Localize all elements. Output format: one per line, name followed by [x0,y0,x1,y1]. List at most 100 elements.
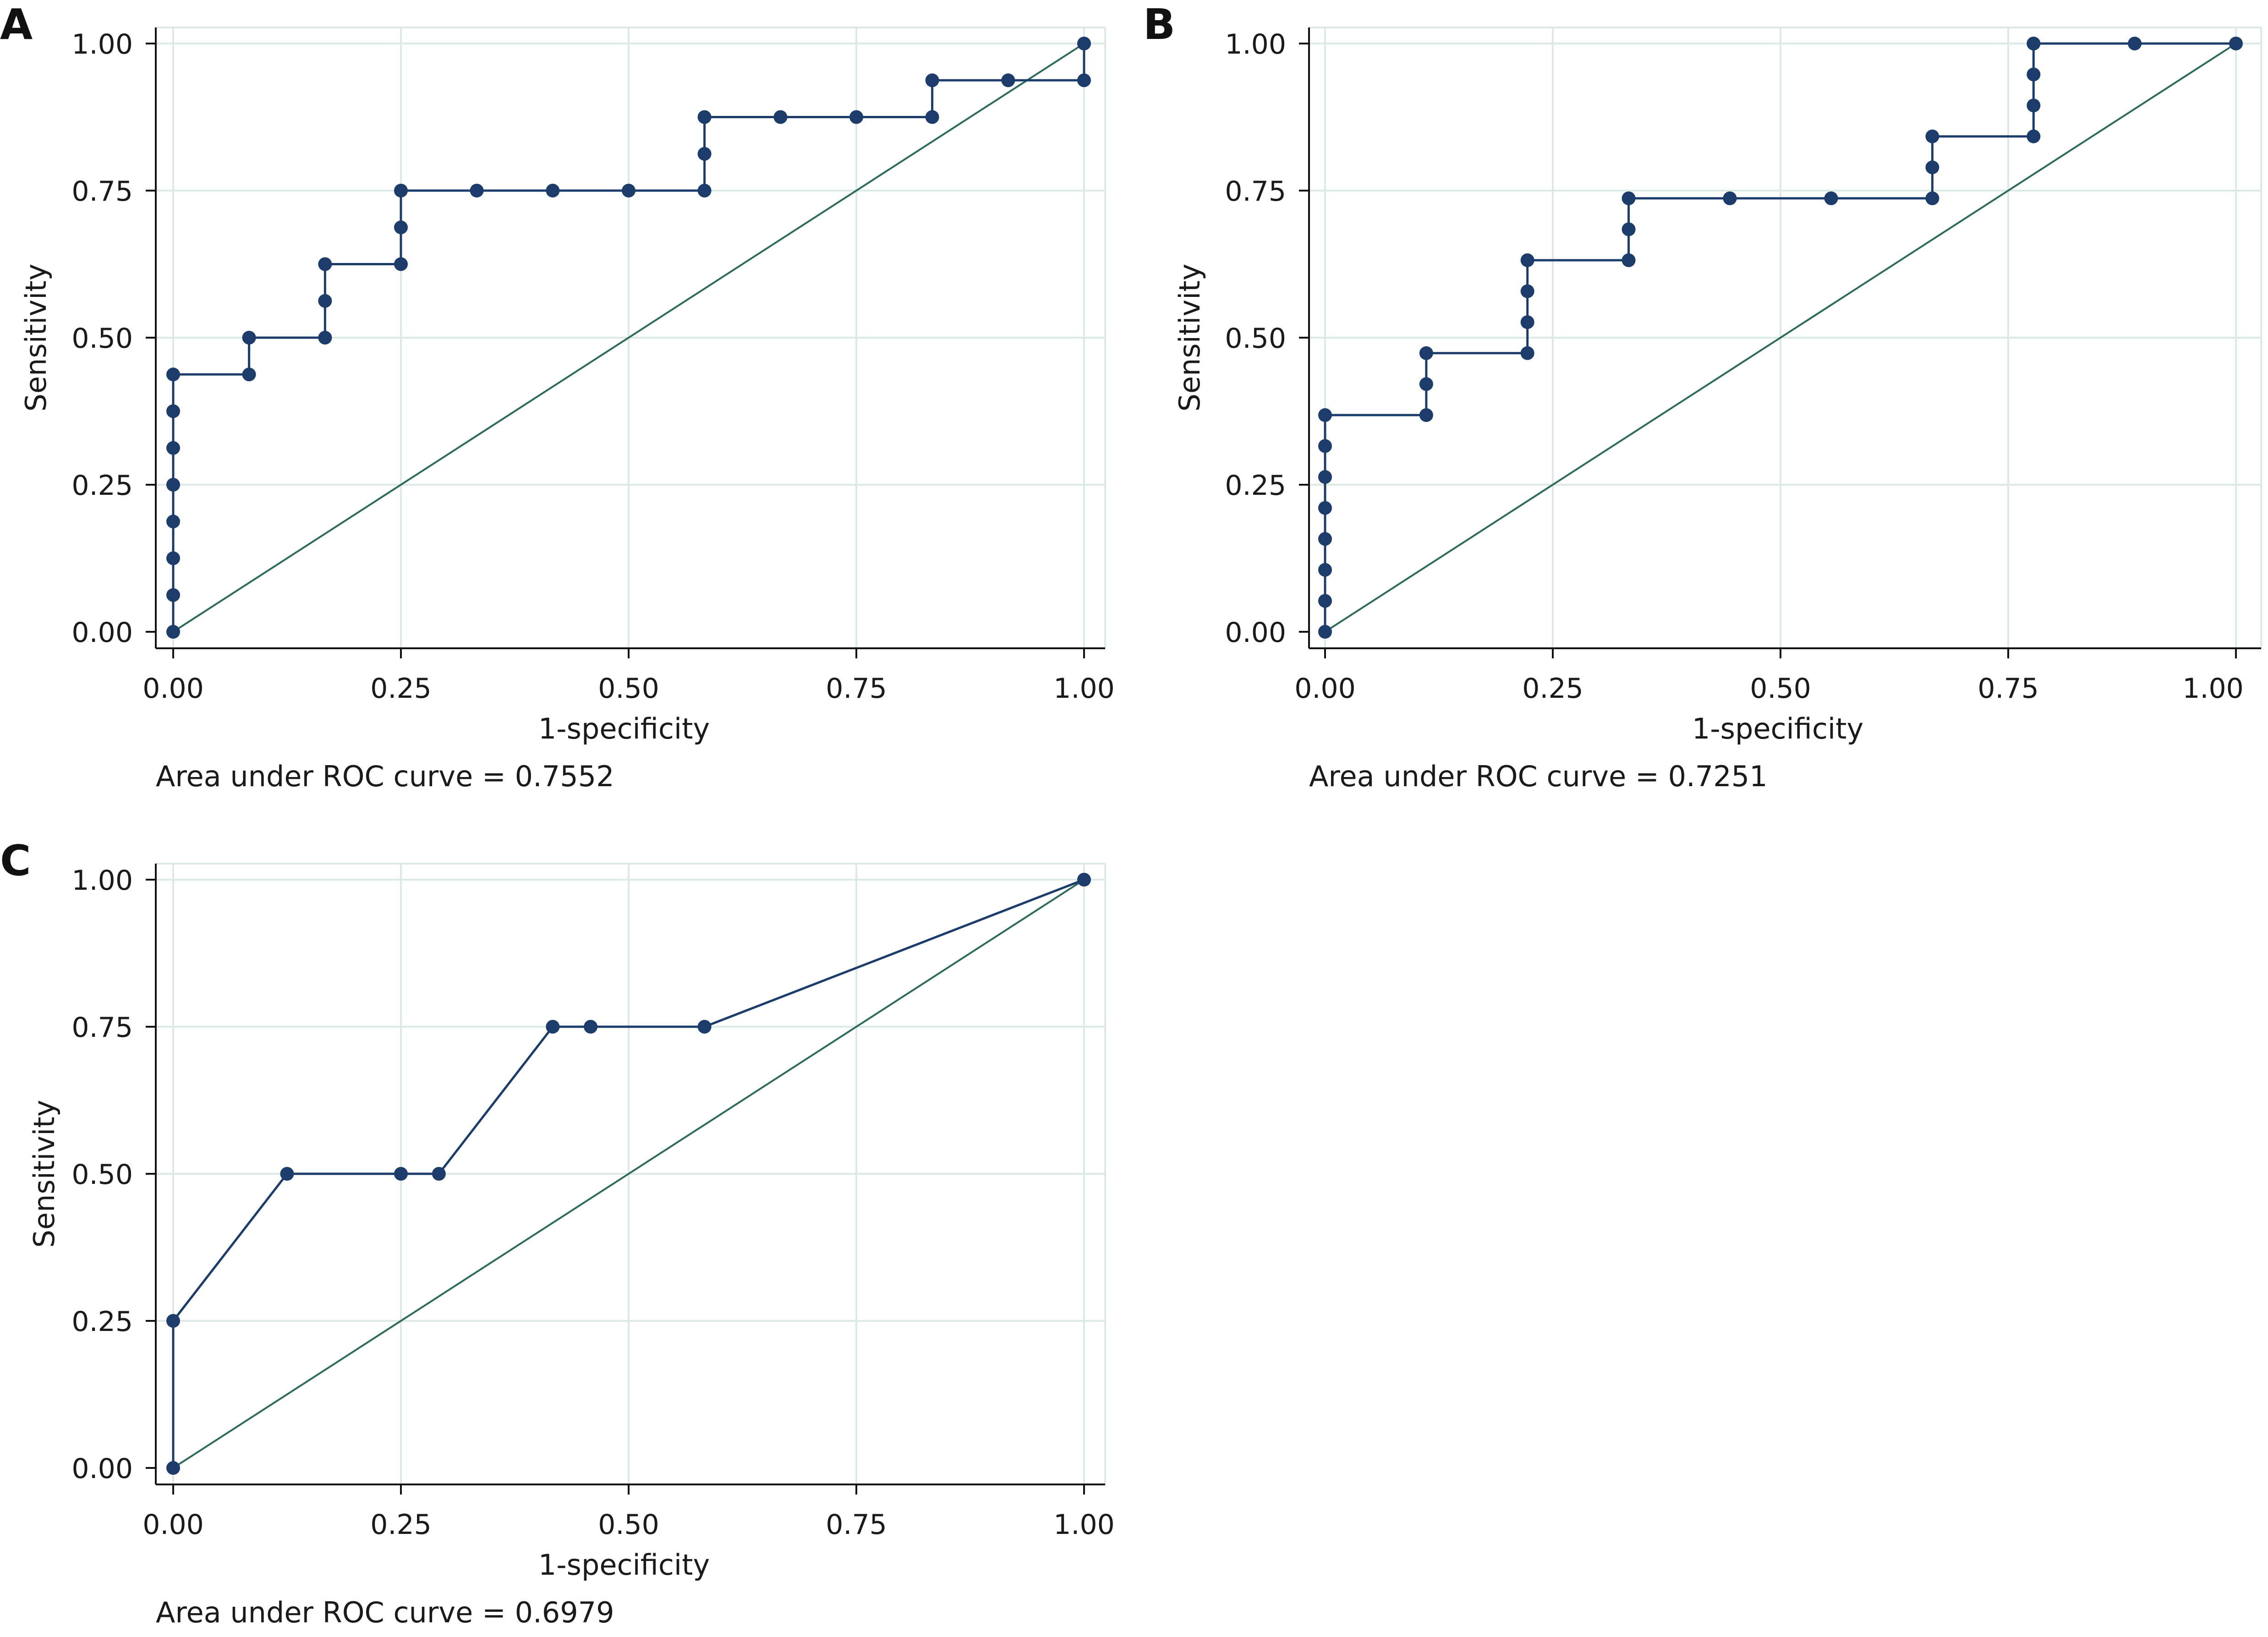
panel-c-ytick-label: 0.75 [71,1012,133,1044]
panel-c-xtick-label: 0.25 [370,1509,432,1541]
panel-b-roc-point [2027,37,2041,50]
panel-a-roc-point [470,184,484,197]
panel-a-roc-point [1001,73,1015,88]
panel-a-ytick-label: 1.00 [71,28,133,60]
panel-a-xtick-label: 0.25 [370,673,432,705]
panel-b-roc-point [2027,99,2041,113]
panel-a-auc-note: Area under ROC curve = 0.7552 [156,760,614,793]
panel-c-data-layer [166,873,1091,1475]
panel-a-roc-point [394,220,408,235]
panel-b-axes [1299,27,2261,658]
panel-b-roc-point [1622,253,1636,267]
panel-b-letter: B [1143,0,1175,49]
panel-b-xtick-label: 0.75 [1978,673,2039,705]
panel-a-xtick-label: 0.50 [598,673,659,705]
panel-b-roc-point [1520,284,1534,298]
panel-a-roc-point [242,331,256,345]
panel-a-y-axis-title: Sensitivity [19,264,53,412]
panel-b-roc-point [2027,129,2041,143]
panel-a-roc-point [622,184,635,197]
panel-b-roc-point [1419,346,1433,360]
panel-b-xtick-label: 0.00 [1294,673,1356,705]
panel-a-ytick-label: 0.50 [71,323,133,355]
panel-b-ytick-label: 0.75 [1225,175,1286,208]
panel-b-roc-point [1925,160,1939,175]
panel-a-roc-point [318,294,332,308]
panel-b-roc-point [2027,67,2041,82]
panel-a-letter: A [0,0,33,49]
panel-c-xtick-label: 0.75 [826,1509,887,1541]
panel-a-xtick-label: 1.00 [1053,673,1115,705]
panel-a-roc-point [318,257,332,271]
panel-c-reference-line [172,879,1085,1469]
panel-b-roc-point [1622,222,1636,236]
panel-c-x-axis-title: 1-specificity [538,1548,710,1582]
panel-a-roc-point [546,184,560,197]
panel-b-xtick-label: 0.25 [1522,673,1583,705]
panel-b-roc-point [1520,253,1534,267]
panel-b-ytick-label: 0.50 [1225,323,1286,355]
panel-b-reference-line [1324,43,2237,633]
panel-c-roc-point [394,1167,408,1181]
panel-b-roc-point [1925,191,1939,205]
panel-a-roc-point [166,588,180,602]
panel-a-xtick-label: 0.75 [826,673,887,705]
panel-c-axes [146,864,1105,1495]
panel-b-roc-point [1723,191,1737,205]
panel-c-roc-point [166,1461,180,1475]
panel-b-x-axis-title: 1-specificity [1692,712,1863,745]
panel-c-roc-point [584,1020,598,1034]
panel-c-roc-point [546,1020,560,1034]
panel-b-xtick-label: 0.50 [1750,673,1811,705]
panel-a-roc-point [394,184,408,197]
panel-a-roc-point [166,551,180,565]
panel-a-data-layer [166,37,1091,639]
panel-b-roc-point [1824,191,1838,205]
panel-b-roc-point [1622,191,1636,205]
panel-c-y-axis-title: Sensitivity [27,1100,61,1248]
panel-b-auc-note: Area under ROC curve = 0.7251 [1309,760,1768,793]
panel-b-roc-point [1318,501,1332,515]
panel-a-roc-point [773,110,788,124]
panel-c-roc-point [697,1020,712,1034]
panel-b-roc-point [1318,625,1332,639]
panel-c-ytick-label: 0.00 [71,1453,133,1485]
panel-a-x-axis-title: 1-specificity [538,712,710,745]
panel-a-roc-point [166,404,180,418]
panel-a-roc-point [1077,73,1091,88]
panel-a-roc-point [697,184,712,197]
panel-c-letter: C [0,836,31,885]
panel-a-roc-point [925,110,939,124]
panel-b-ytick-label: 1.00 [1225,28,1286,60]
panel-c-roc-point [166,1314,180,1328]
panel-b-roc-point [1520,315,1534,329]
panel-c-roc-point [280,1167,294,1181]
panel-a-roc-point [697,110,712,124]
panel-a-roc-point [925,73,939,88]
panel-a-xtick-label: 0.00 [142,673,204,705]
panel-a-ytick-label: 0.00 [71,617,133,649]
panel-c-xtick-label: 1.00 [1053,1509,1115,1541]
panel-b-roc-point [1318,563,1332,577]
panel-a-roc-point [166,515,180,529]
panel-b-roc-point [1318,408,1332,422]
panel-b-roc-point [1318,532,1332,546]
panel-b-roc-point [1318,439,1332,453]
panel-c-xtick-label: 0.00 [142,1509,204,1541]
panel-b-ytick-label: 0.25 [1225,470,1286,502]
panel-c-roc-point [1077,873,1091,887]
panel-c-roc-point [432,1167,446,1181]
panel-a: A [0,0,1115,793]
panel-b-roc-point [1520,346,1534,360]
panel-a-roc-point [697,147,712,161]
panel-b-roc-point [2128,37,2142,50]
panel-c-ytick-label: 0.50 [71,1159,133,1191]
panel-b: B 1.0 [1143,0,2262,793]
panel-a-roc-point [166,367,180,382]
panel-a-roc-point [166,441,180,455]
panel-a-roc-point [394,257,408,271]
panel-b-roc-point [1318,470,1332,484]
panel-b-data-layer [1318,37,2243,639]
panel-c-ytick-label: 1.00 [71,865,133,897]
panel-a-roc-point [318,331,332,345]
